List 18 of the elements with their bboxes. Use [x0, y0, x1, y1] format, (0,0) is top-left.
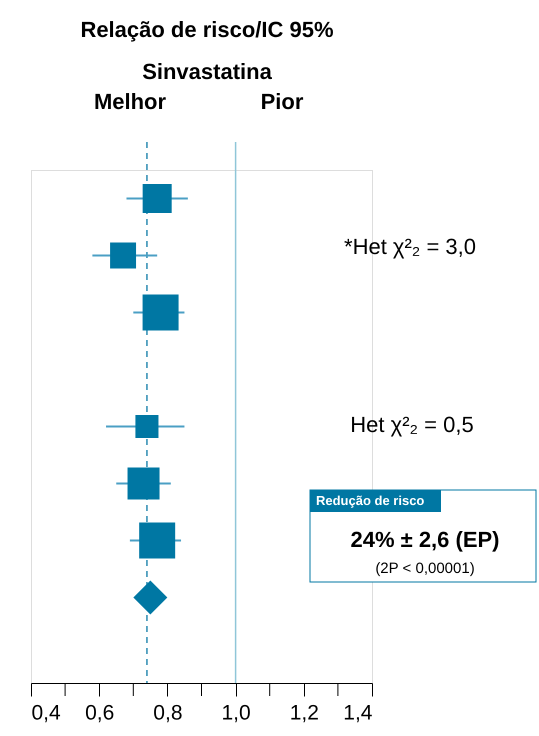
x-tick-label: 0,6 [85, 702, 114, 724]
point [142, 184, 172, 214]
annotation: Redução de risco [316, 493, 424, 508]
chart-title: Relação de risco/IC 95% [80, 17, 334, 42]
text: (2P < 0,00001) [375, 560, 475, 577]
x-tick-label: 0,4 [32, 702, 62, 724]
chart-subtitle: Sinvastatina [142, 59, 273, 84]
annotation: *Het χ²₂ = 3,0 [344, 234, 476, 259]
x-tick-label: 1,0 [222, 702, 251, 724]
x-tick-label: 1,4 [343, 702, 373, 724]
x-tick-label: 0,8 [153, 702, 182, 724]
point [133, 580, 168, 614]
annotation: Het χ²₂ = 0,5 [350, 412, 474, 437]
point [128, 468, 160, 500]
annotation: 24% ± 2,6 (EP) [350, 527, 500, 552]
x-tick-label: 1,2 [290, 702, 319, 724]
text: Pior [260, 89, 304, 114]
text: Melhor [94, 89, 166, 114]
